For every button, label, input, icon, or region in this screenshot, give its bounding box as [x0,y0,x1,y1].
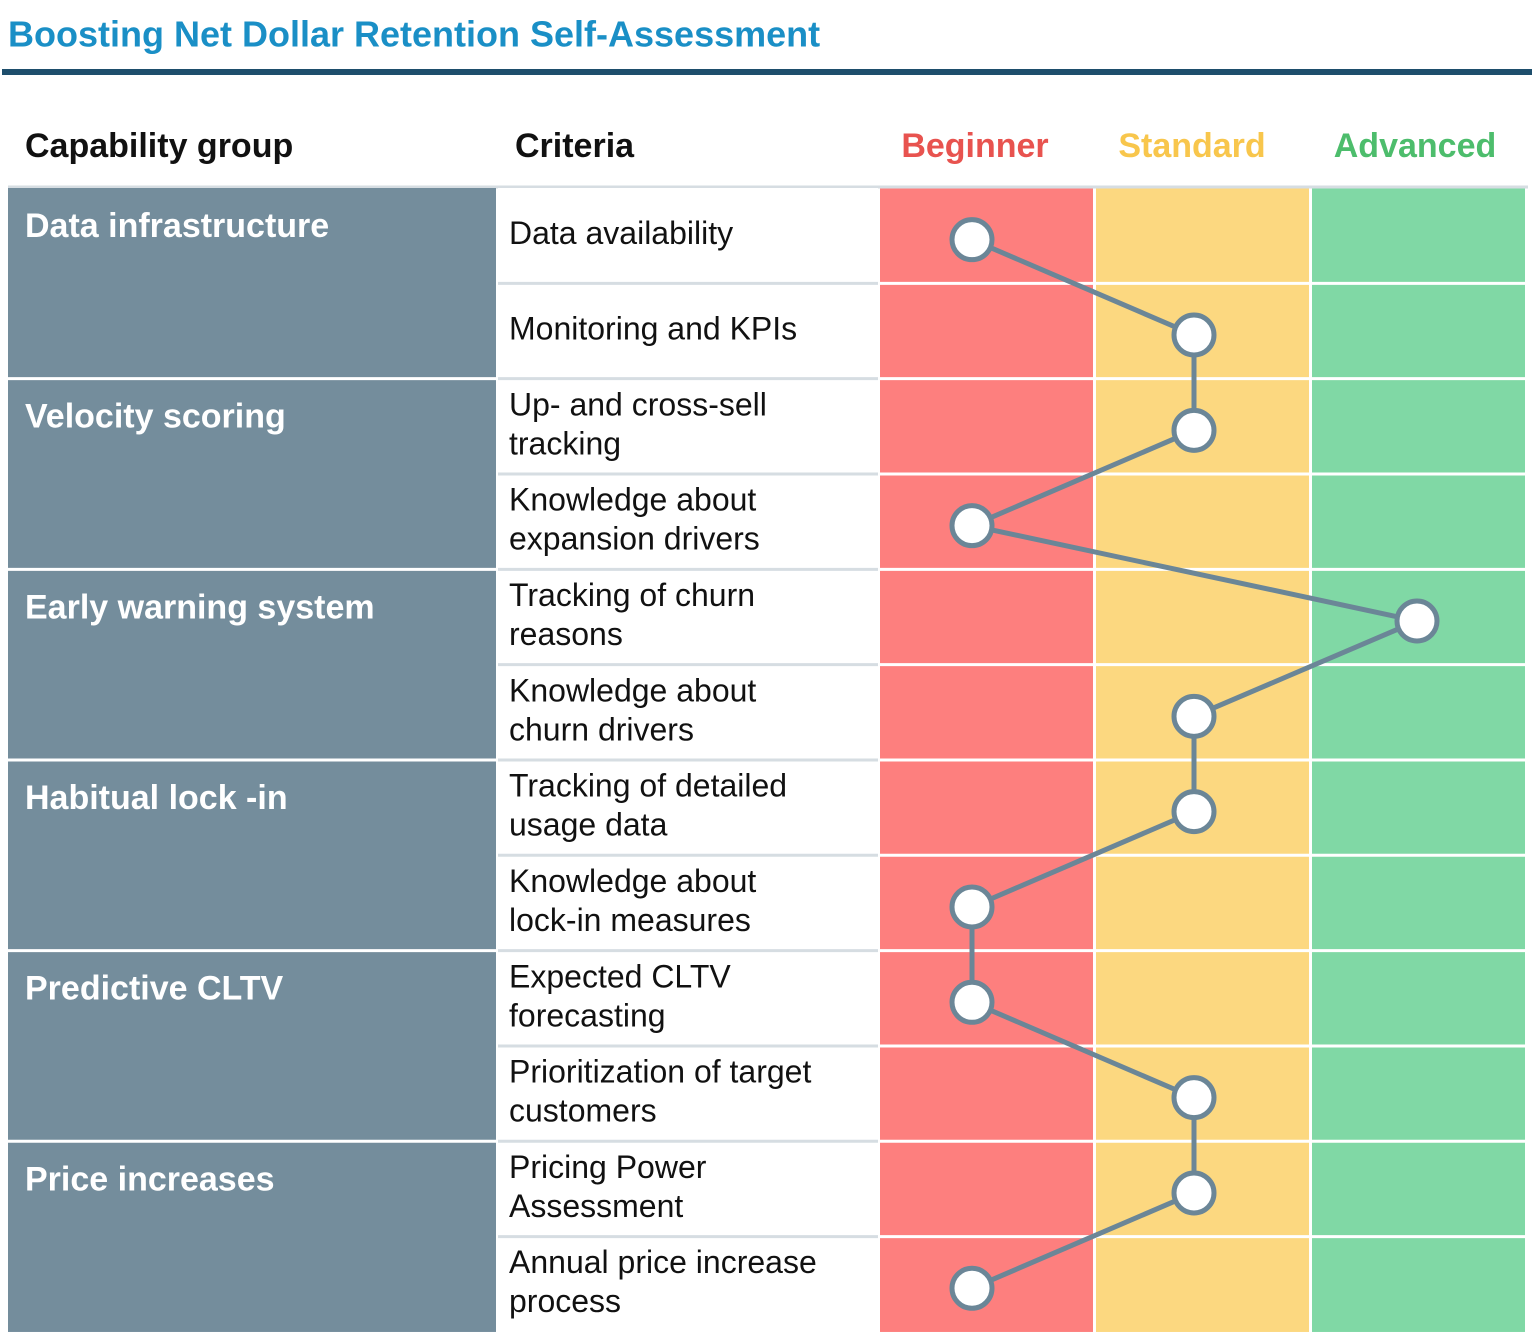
level-marker [949,979,995,1025]
criteria-text: Knowledge about [509,672,756,708]
criteria-cell [498,1141,878,1237]
level-marker [949,217,995,263]
criteria-cell [498,855,878,951]
level-marker [1394,598,1440,644]
criteria-text: reasons [509,616,623,652]
level-marker [1171,1075,1217,1121]
criteria-text: usage data [509,807,668,843]
criteria-cell [498,1236,878,1332]
level-header: Beginner [901,127,1048,165]
criteria-text: Monitoring and KPIs [509,310,797,346]
criteria-text: Up- and cross-sell [509,386,767,422]
criteria-text: Tracking of churn [509,577,755,613]
level-marker [949,503,995,549]
group-cell [8,188,496,379]
criteria-cell [498,759,878,856]
group-name: Price increases [25,1160,275,1198]
criteria-cell [498,569,878,665]
group-name: Habitual lock -in [25,779,288,817]
group-name: Velocity scoring [25,398,286,436]
level-header: Advanced [1334,127,1497,165]
criteria-text: Knowledge about [509,863,756,899]
criteria-text: customers [509,1093,657,1129]
criteria-text: Data availability [509,215,733,251]
group-cell [8,759,496,951]
level-marker [949,1265,995,1311]
level-marker [1171,693,1217,739]
group-name: Data infrastructure [25,207,329,245]
criteria-text: Pricing Power [509,1149,707,1185]
level-marker [949,884,995,930]
level-marker [1171,789,1217,835]
criteria-cell [498,950,878,1046]
criteria-cell [498,188,878,284]
group-header: Capability group [25,127,293,165]
criteria-text: Knowledge about [509,482,756,518]
group-cell [8,950,496,1142]
criteria-cell [498,378,878,474]
title: Boosting Net Dollar Retention Self-Asses… [8,14,820,55]
group-name: Early warning system [25,588,375,626]
criteria-text: Prioritization of target [509,1054,811,1090]
criteria-text: Expected CLTV [509,958,731,994]
level-marker [1171,407,1217,453]
group-name: Predictive CLTV [25,970,284,1008]
group-cell [8,378,496,570]
criteria-cell [498,473,878,570]
level-header: Standard [1118,127,1265,165]
criteria-text: expansion drivers [509,521,760,557]
level-marker [1171,312,1217,358]
level-marker [1171,1170,1217,1216]
criteria-text: forecasting [509,997,666,1033]
criteria-cell [498,664,878,760]
criteria-text: Assessment [509,1188,683,1224]
criteria-text: process [509,1283,621,1319]
criteria-text: lock-in measures [509,902,751,938]
criteria-text: churn drivers [509,711,694,747]
group-cell [8,569,496,760]
criteria-cell [498,1045,878,1142]
criteria-text: Tracking of detailed [509,768,787,804]
title-rule [2,69,1532,75]
criteria-text: Annual price increase [509,1244,817,1280]
criteria-header: Criteria [515,127,635,165]
criteria-cell [498,283,878,379]
criteria-text: tracking [509,425,621,461]
group-cell [8,1141,496,1332]
